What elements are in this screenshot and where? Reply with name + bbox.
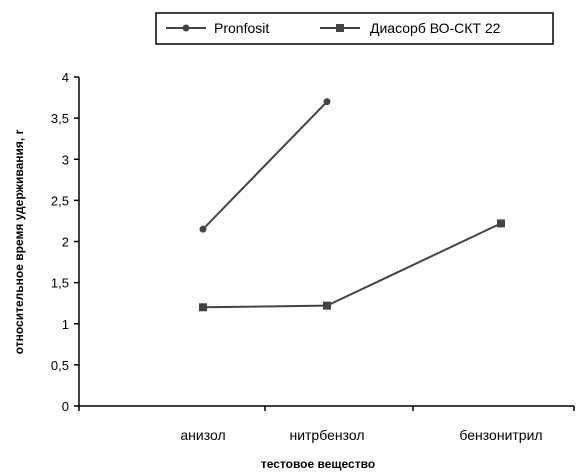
y-tick-label: 1 [62, 317, 69, 332]
legend-marker-series-1 [182, 24, 190, 32]
series-2-segment [202, 304, 328, 309]
x-category-label: анизол [180, 427, 225, 443]
y-ticks: 0 0,5 1 1,5 2 2,5 3 3,5 4 [51, 70, 79, 414]
legend-label-series-1: Pronfosit [214, 20, 269, 36]
legend-marker-series-2 [336, 24, 344, 32]
y-tick-label: 0 [62, 399, 69, 414]
y-axis-title: относительное время удерживания, r [12, 129, 26, 354]
x-ticks: анизол нитрбензол бензонитрил [78, 406, 575, 443]
y-tick-label: 1,5 [51, 276, 69, 291]
y-tick-label: 2 [62, 235, 69, 250]
series-2-segment [326, 222, 502, 307]
series-1-point [323, 98, 331, 106]
legend: Pronfosit Диасорб ВО-СКТ 22 [155, 12, 554, 45]
series-2-point [323, 301, 331, 310]
x-axis-title: тестовое вещество [261, 457, 375, 471]
y-tick-label: 2,5 [51, 193, 69, 208]
series-layer [199, 98, 505, 312]
legend-item-series-1: Pronfosit [166, 20, 269, 36]
x-category-label: бензонитрил [459, 427, 542, 443]
y-tick-label: 0,5 [51, 358, 69, 373]
x-category-label: нитрбензол [289, 427, 364, 443]
y-tick-label: 3 [62, 152, 69, 167]
series-2-point [199, 303, 207, 312]
y-tick-label: 4 [62, 70, 69, 85]
series-1-point [199, 225, 207, 233]
y-tick-label: 3,5 [51, 111, 69, 126]
series-1-segment [202, 100, 328, 230]
series-1 [199, 98, 331, 233]
series-2 [199, 219, 505, 312]
legend-label-series-2: Диасорб ВО-СКТ 22 [370, 20, 501, 36]
legend-item-series-2: Диасорб ВО-СКТ 22 [320, 20, 501, 36]
series-2-point [497, 219, 505, 228]
